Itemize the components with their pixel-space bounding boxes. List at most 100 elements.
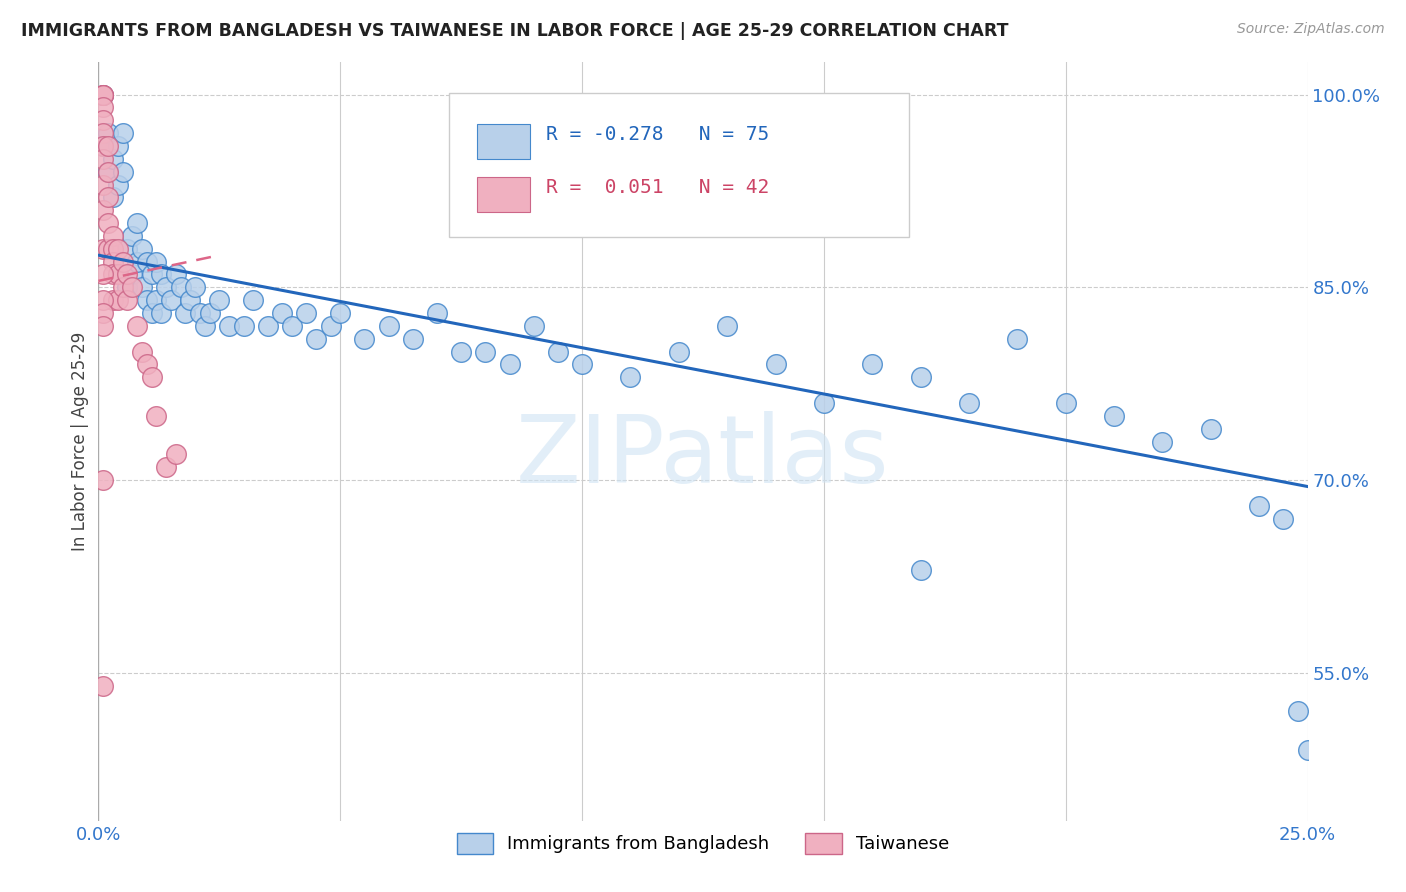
Point bbox=[523, 318, 546, 333]
Text: R =  0.051   N = 42: R = 0.051 N = 42 bbox=[546, 178, 769, 197]
Point bbox=[402, 332, 425, 346]
Point bbox=[1286, 705, 1309, 719]
Point bbox=[474, 344, 496, 359]
Point bbox=[131, 280, 153, 294]
Point bbox=[1102, 409, 1125, 423]
Point bbox=[1272, 511, 1295, 525]
Point bbox=[145, 254, 167, 268]
Point bbox=[319, 318, 342, 333]
Point bbox=[91, 139, 114, 153]
Point bbox=[1152, 434, 1174, 449]
Point bbox=[97, 164, 120, 178]
Point bbox=[111, 164, 134, 178]
Point bbox=[117, 280, 139, 294]
Point bbox=[141, 370, 163, 384]
Point bbox=[91, 178, 114, 192]
Point bbox=[498, 358, 520, 372]
Point bbox=[107, 139, 129, 153]
Point bbox=[208, 293, 231, 308]
Point bbox=[426, 306, 449, 320]
Point bbox=[97, 216, 120, 230]
Point bbox=[127, 216, 149, 230]
Point bbox=[91, 306, 114, 320]
Point bbox=[145, 293, 167, 308]
Point bbox=[91, 87, 114, 102]
Point bbox=[1054, 396, 1077, 410]
Point bbox=[188, 306, 211, 320]
Point bbox=[91, 152, 114, 166]
Point bbox=[91, 126, 114, 140]
Point bbox=[91, 679, 114, 693]
Point bbox=[150, 268, 173, 282]
Legend: Immigrants from Bangladesh, Taiwanese: Immigrants from Bangladesh, Taiwanese bbox=[450, 826, 956, 861]
Point bbox=[91, 473, 114, 487]
Point bbox=[910, 563, 932, 577]
Text: R = -0.278   N = 75: R = -0.278 N = 75 bbox=[546, 125, 769, 144]
Point bbox=[131, 242, 153, 256]
Point bbox=[184, 280, 207, 294]
Point bbox=[329, 306, 352, 320]
Point bbox=[91, 242, 114, 256]
Point bbox=[101, 293, 124, 308]
Point bbox=[174, 306, 197, 320]
Point bbox=[101, 190, 124, 204]
Point bbox=[111, 280, 134, 294]
Point bbox=[131, 344, 153, 359]
Point bbox=[377, 318, 399, 333]
Point bbox=[135, 358, 157, 372]
Point bbox=[165, 268, 187, 282]
Point bbox=[91, 203, 114, 218]
Point bbox=[91, 318, 114, 333]
Point bbox=[179, 293, 201, 308]
Point bbox=[91, 87, 114, 102]
Point bbox=[668, 344, 690, 359]
Point bbox=[765, 358, 787, 372]
Point bbox=[295, 306, 318, 320]
Point bbox=[97, 139, 120, 153]
FancyBboxPatch shape bbox=[477, 177, 530, 211]
Point bbox=[91, 293, 114, 308]
Point bbox=[101, 268, 124, 282]
FancyBboxPatch shape bbox=[477, 124, 530, 159]
Point bbox=[547, 344, 569, 359]
Point bbox=[107, 268, 129, 282]
Point bbox=[1249, 499, 1271, 513]
Point bbox=[91, 87, 114, 102]
Point bbox=[91, 100, 114, 114]
Point bbox=[1296, 743, 1319, 757]
Point bbox=[101, 152, 124, 166]
Point bbox=[97, 190, 120, 204]
Point bbox=[155, 460, 177, 475]
Point bbox=[1199, 422, 1222, 436]
Point bbox=[813, 396, 835, 410]
Point bbox=[107, 178, 129, 192]
Point bbox=[450, 344, 472, 359]
Point bbox=[141, 306, 163, 320]
Text: IMMIGRANTS FROM BANGLADESH VS TAIWANESE IN LABOR FORCE | AGE 25-29 CORRELATION C: IMMIGRANTS FROM BANGLADESH VS TAIWANESE … bbox=[21, 22, 1008, 40]
Point bbox=[198, 306, 221, 320]
Point bbox=[91, 87, 114, 102]
Point bbox=[91, 268, 114, 282]
Point bbox=[169, 280, 191, 294]
Point bbox=[97, 242, 120, 256]
Point bbox=[121, 228, 143, 243]
Point bbox=[127, 318, 149, 333]
Point bbox=[101, 254, 124, 268]
FancyBboxPatch shape bbox=[449, 93, 908, 237]
Point bbox=[97, 164, 120, 178]
Point bbox=[232, 318, 254, 333]
Point bbox=[127, 254, 149, 268]
Point bbox=[107, 242, 129, 256]
Point bbox=[194, 318, 217, 333]
Point bbox=[91, 113, 114, 128]
Y-axis label: In Labor Force | Age 25-29: In Labor Force | Age 25-29 bbox=[70, 332, 89, 551]
Point bbox=[160, 293, 183, 308]
Point bbox=[117, 268, 139, 282]
Point bbox=[242, 293, 264, 308]
Point bbox=[271, 306, 294, 320]
Point bbox=[121, 268, 143, 282]
Point bbox=[150, 306, 173, 320]
Point bbox=[860, 358, 883, 372]
Point bbox=[117, 242, 139, 256]
Point bbox=[141, 268, 163, 282]
